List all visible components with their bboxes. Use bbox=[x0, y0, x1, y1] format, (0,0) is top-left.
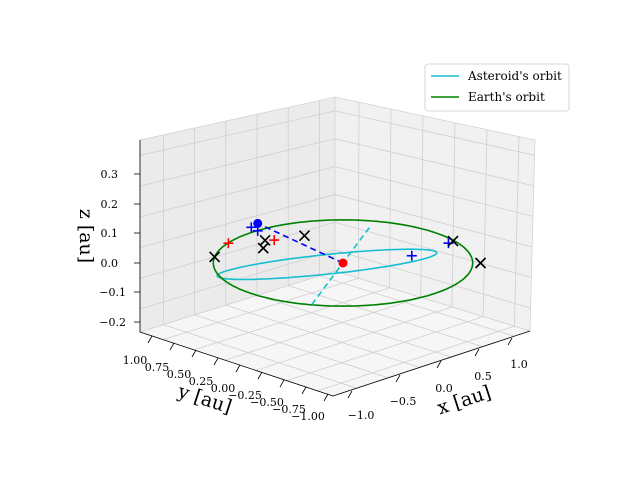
z-axis-label: z [au] bbox=[75, 209, 97, 263]
grid-line bbox=[334, 221, 532, 278]
data-layer bbox=[209, 218, 487, 307]
y-tick-label: 1.00 bbox=[123, 354, 148, 367]
grid-line bbox=[225, 304, 420, 368]
y-tick-mark bbox=[147, 335, 153, 344]
red-plus-marker bbox=[269, 235, 280, 246]
grid-line bbox=[139, 110, 336, 156]
grid-line bbox=[255, 306, 453, 371]
grid-line bbox=[224, 297, 421, 361]
grid-line bbox=[334, 166, 534, 217]
grid-line bbox=[334, 138, 534, 187]
y-tick-label: 0.75 bbox=[145, 361, 170, 374]
grid-line bbox=[357, 102, 360, 279]
grid-lines bbox=[139, 100, 535, 392]
grid-line bbox=[319, 275, 515, 337]
x-axis-line bbox=[332, 330, 531, 397]
y-tick-label: −1.00 bbox=[291, 410, 325, 423]
blue-plus-marker bbox=[246, 222, 257, 233]
y-axis-ticks: 1.00 0.75 0.50 0.25 0.00 −0.25 −0.50 −0.… bbox=[123, 335, 329, 423]
x-tick-mark bbox=[436, 360, 442, 369]
y-tick-mark bbox=[279, 379, 285, 388]
y-tick-label: −0.75 bbox=[272, 403, 306, 416]
grid-line bbox=[334, 194, 533, 248]
z-tick-label: 0.0 bbox=[101, 257, 119, 270]
grid-line bbox=[286, 316, 484, 382]
y-tick-label: −0.50 bbox=[250, 396, 284, 409]
grid-line bbox=[139, 221, 336, 279]
x-tick-mark bbox=[395, 374, 401, 383]
z-tick-label: 0.3 bbox=[101, 168, 119, 181]
grid-line bbox=[163, 277, 359, 341]
focus-point bbox=[338, 258, 348, 268]
legend-box bbox=[424, 63, 570, 112]
y-tick-label: 0.50 bbox=[167, 368, 192, 381]
y-tick-label: 0.25 bbox=[189, 375, 214, 388]
grid-line bbox=[256, 295, 452, 358]
grid-line bbox=[193, 287, 390, 351]
z-tick-label: −0.2 bbox=[99, 316, 126, 329]
grid-line bbox=[194, 314, 389, 379]
grid-line bbox=[317, 325, 515, 392]
y-tick-mark bbox=[257, 371, 263, 380]
z-tick-label: 0.2 bbox=[101, 198, 119, 211]
legend: Asteroid's orbit Earth's orbit bbox=[424, 63, 570, 112]
y-tick-mark bbox=[169, 342, 175, 351]
legend-label-asteroid: Asteroid's orbit bbox=[467, 69, 562, 83]
y-tick-mark bbox=[323, 393, 329, 402]
grid-line bbox=[451, 122, 456, 308]
blue-plus-marker bbox=[406, 250, 417, 261]
asteroid-orbit-line bbox=[216, 248, 438, 281]
grid-line bbox=[514, 136, 520, 327]
y-axis-line bbox=[139, 331, 334, 397]
x-tick-label: −1.0 bbox=[348, 409, 375, 422]
black-x-marker bbox=[209, 251, 221, 263]
z-tick-label: −0.1 bbox=[99, 286, 126, 299]
x-tick-label: 0.5 bbox=[474, 370, 492, 383]
y-tick-label: −0.25 bbox=[228, 389, 262, 402]
grid-line bbox=[482, 129, 488, 317]
grid-line bbox=[334, 110, 535, 156]
asteroid-point bbox=[253, 218, 263, 228]
black-x-marker bbox=[298, 230, 311, 242]
black-x-marker bbox=[447, 235, 459, 247]
y-tick-mark bbox=[191, 349, 197, 358]
x-axis-ticks: −1.0 −0.5 0.0 0.5 1.0 bbox=[347, 337, 528, 422]
grid-line bbox=[139, 138, 336, 187]
y-tick-mark bbox=[213, 357, 219, 366]
x-tick-mark bbox=[507, 337, 513, 346]
line-of-nodes bbox=[311, 226, 371, 305]
position-vector bbox=[257, 222, 344, 264]
grid-line bbox=[163, 324, 357, 389]
grid-line bbox=[334, 249, 531, 309]
y-tick-mark bbox=[301, 386, 307, 395]
y-tick-label: 0.00 bbox=[211, 382, 236, 395]
y-tick-mark bbox=[235, 364, 241, 373]
grid-line bbox=[288, 285, 483, 347]
z-axis-ticks: −0.2 −0.1 0.0 0.1 0.2 0.3 bbox=[99, 168, 140, 329]
black-x-marker bbox=[474, 257, 487, 269]
black-x-marker bbox=[257, 242, 269, 254]
x-tick-mark bbox=[347, 390, 353, 399]
red-plus-marker bbox=[223, 238, 234, 249]
axis-panes bbox=[138, 96, 536, 397]
axis-lines bbox=[139, 140, 531, 397]
x-tick-label: 0.0 bbox=[435, 382, 453, 395]
x-tick-label: −0.5 bbox=[390, 395, 417, 408]
legend-label-earth: Earth's orbit bbox=[468, 90, 545, 104]
x-tick-label: 1.0 bbox=[510, 358, 528, 371]
grid-line bbox=[139, 166, 336, 218]
earth-orbit-line bbox=[212, 219, 474, 307]
grid-line bbox=[420, 115, 424, 298]
z-tick-label: 0.1 bbox=[101, 227, 119, 240]
grid-line bbox=[139, 194, 336, 248]
x-tick-mark bbox=[474, 348, 480, 357]
grid-line bbox=[389, 109, 392, 288]
